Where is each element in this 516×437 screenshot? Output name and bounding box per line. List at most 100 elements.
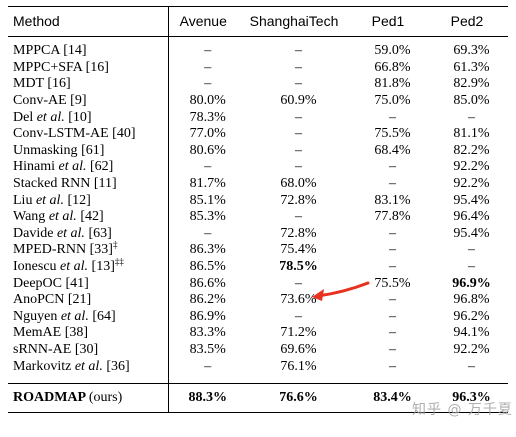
shanghaitech-cell: – — [295, 159, 302, 175]
ped2-cell: – — [468, 242, 475, 258]
ped1-cell: – — [389, 292, 396, 308]
final-shanghaitech: 76.6% — [238, 382, 350, 413]
method-name: Wang — [13, 209, 46, 225]
avenue-cell: 86.6% — [189, 275, 226, 291]
method-cell: Stacked RNN [11] — [8, 175, 169, 193]
ped1-cell: – — [389, 225, 396, 241]
ped2-cell: 61.3% — [453, 59, 490, 75]
method-cell: Ionescu et al. [13]‡‡ — [8, 256, 169, 276]
method-etal: et al. — [48, 209, 77, 225]
method-ref: [40] — [112, 126, 136, 142]
method-cell: DeepOC [41] — [8, 275, 169, 292]
ped2-cell: – — [468, 259, 475, 275]
shanghaitech-cell: – — [295, 43, 302, 59]
method-ref: [63] — [88, 225, 112, 241]
avenue-cell: 83.3% — [189, 325, 226, 341]
method-ref: [12] — [67, 192, 91, 208]
final-method-suffix: (ours) — [88, 389, 123, 405]
method-footnote-mark: ‡‡ — [114, 256, 124, 267]
ped1-cell: – — [389, 308, 396, 324]
ped1-cell: – — [389, 358, 396, 374]
method-cell: Hinami et al. [62] — [8, 159, 169, 176]
method-name: Liu — [13, 192, 33, 208]
method-name: MDT — [13, 76, 44, 92]
shanghaitech-cell: – — [295, 76, 302, 92]
shanghaitech-cell: 73.6% — [280, 292, 317, 308]
final-method: ROADMAP (ours) — [8, 382, 169, 413]
avenue-cell: – — [204, 225, 212, 241]
ped1-cell: 68.4% — [374, 142, 411, 158]
method-name: MPPCA — [13, 43, 60, 59]
ped1-cell: – — [389, 176, 396, 192]
ped1-cell: 83.1% — [374, 192, 411, 208]
avenue-cell: – — [204, 43, 212, 59]
shanghaitech-cell: – — [295, 209, 302, 225]
red-arrow-icon — [312, 281, 370, 301]
avenue-cell: 86.5% — [189, 259, 226, 275]
method-cell: Nguyen et al. [64] — [8, 308, 169, 326]
ped2-cell: 95.4% — [453, 225, 490, 241]
table-row: MemAE [38] 83.3% 71.2% – 94.1% — [8, 325, 508, 342]
method-cell: MemAE [38] — [8, 325, 169, 342]
shanghaitech-cell: 69.6% — [280, 341, 317, 357]
shanghaitech-cell: 71.2% — [280, 325, 317, 341]
method-cell: MDT [16] — [8, 76, 169, 93]
watermark: 知乎 @ 万千夏 — [412, 402, 513, 418]
header-ped1: Ped1 — [350, 6, 426, 37]
avenue-cell: – — [204, 59, 212, 75]
method-name: sRNN-AE — [13, 341, 72, 357]
method-name: Unmasking — [13, 142, 78, 158]
header-method: Method — [8, 6, 169, 37]
method-name: Markovitz — [13, 358, 72, 374]
method-cell: Markovitz et al. [36] — [8, 358, 169, 384]
ped2-cell: 96.9% — [452, 275, 491, 291]
header-row: Method Avenue ShanghaiTech Ped1 Ped2 — [8, 6, 508, 37]
method-name: Ionescu — [13, 259, 57, 275]
final-method-name: ROADMAP — [13, 389, 86, 405]
final-ped1: 83.4% — [350, 382, 426, 413]
method-ref: [10] — [68, 109, 92, 125]
ped2-cell: – — [468, 358, 475, 374]
method-name: MPPC+SFA — [13, 59, 83, 75]
ped2-cell: 92.2% — [453, 159, 490, 175]
table-row: Conv-AE [9] 80.0% 60.9% 75.0% 85.0% — [8, 92, 508, 110]
table-row: MPPC+SFA [16] – – 66.8% 61.3% — [8, 59, 508, 77]
ped2-cell: 96.8% — [453, 292, 490, 308]
table-row: MDT [16] – – 81.8% 82.9% — [8, 76, 508, 93]
method-cell: AnoPCN [21] — [8, 291, 169, 309]
method-ref: [21] — [67, 292, 92, 308]
avenue-cell: 86.2% — [189, 292, 226, 308]
ped1-cell: 75.5% — [374, 275, 411, 291]
table-row: Del et al. [10] 78.3% – – – — [8, 109, 508, 126]
ped2-cell: 85.0% — [453, 93, 490, 109]
ped1-cell: 81.8% — [374, 76, 411, 92]
method-ref: [62] — [90, 159, 114, 175]
method-etal: et al. — [60, 308, 89, 324]
method-cell: MPPC+SFA [16] — [8, 59, 169, 77]
method-cell: Liu et al. [12] — [8, 192, 169, 209]
method-name: Del — [13, 109, 34, 125]
ped1-cell: – — [389, 109, 396, 125]
table-row: MPED-RNN [33]‡ 86.3% 75.4% – – — [8, 240, 508, 259]
method-name: MPED-RNN — [13, 242, 87, 258]
method-ref: [16] — [85, 59, 109, 75]
method-ref: [13] — [91, 259, 115, 275]
method-cell: MPED-RNN [33]‡ — [8, 240, 169, 259]
method-etal: et al. — [74, 358, 103, 374]
shanghaitech-cell: – — [295, 142, 302, 158]
method-name: DeepOC — [13, 275, 62, 291]
avenue-cell: 77.0% — [189, 126, 226, 142]
table-row: Nguyen et al. [64] 86.9% – – 96.2% — [8, 308, 508, 326]
ped2-cell: 81.1% — [453, 126, 490, 142]
method-etal: et al. — [58, 159, 87, 175]
method-etal: et al. — [36, 109, 65, 125]
table-body: MPPCA [14] – –59.0% 69.3% MPPC+SFA [16] – –66.… — [8, 36, 508, 384]
shanghaitech-cell: 60.9% — [280, 93, 317, 109]
method-ref: [61] — [81, 142, 105, 158]
table-row: MPPCA [14] – – 59.0% 69.3% — [8, 36, 508, 60]
shanghaitech-cell: – — [295, 126, 302, 142]
shanghaitech-cell: 78.5% — [279, 259, 318, 275]
method-cell: Wang et al. [42] — [8, 208, 169, 226]
shanghaitech-cell: 76.1% — [280, 358, 317, 374]
ped1-cell: 77.8% — [374, 209, 411, 225]
